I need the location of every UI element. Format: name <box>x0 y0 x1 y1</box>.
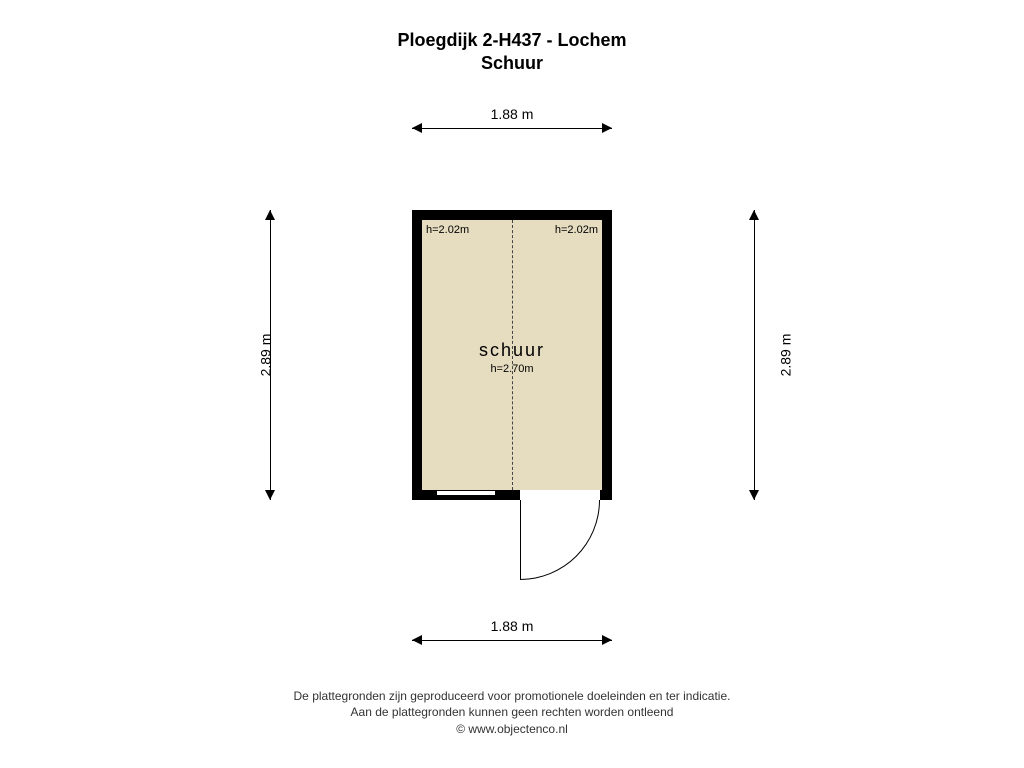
arrow-down-icon <box>749 490 759 500</box>
dimension-bottom: 1.88 m <box>412 620 612 660</box>
dimension-left: 2.89 m <box>250 210 290 500</box>
window-sill <box>436 490 496 496</box>
arrow-down-icon <box>265 490 275 500</box>
page-subtitle: Schuur <box>0 53 1024 74</box>
dimension-right: 2.89 m <box>734 210 774 500</box>
dimension-line <box>754 210 755 500</box>
dimension-top: 1.88 m <box>412 108 612 148</box>
arrow-left-icon <box>412 635 422 645</box>
page-title: Ploegdijk 2-H437 - Lochem <box>0 30 1024 51</box>
header: Ploegdijk 2-H437 - Lochem Schuur <box>0 30 1024 74</box>
dimension-right-label: 2.89 m <box>777 334 793 377</box>
arrow-right-icon <box>602 123 612 133</box>
footer: De plattegronden zijn geproduceerd voor … <box>0 688 1024 738</box>
door-leaf <box>520 500 521 580</box>
floorplan-page: Ploegdijk 2-H437 - Lochem Schuur 1.88 m … <box>0 0 1024 768</box>
dimension-line <box>412 128 612 129</box>
arrow-left-icon <box>412 123 422 133</box>
room-name: schuur <box>412 340 612 361</box>
arrow-right-icon <box>602 635 612 645</box>
door-swing <box>520 500 600 580</box>
arrow-up-icon <box>265 210 275 220</box>
door-arc <box>520 500 600 580</box>
footer-line3: © www.objectenco.nl <box>0 721 1024 738</box>
dimension-line <box>412 640 612 641</box>
footer-line1: De plattegronden zijn geproduceerd voor … <box>0 688 1024 705</box>
room-height: h=2.70m <box>412 363 612 375</box>
eave-height-left: h=2.02m <box>426 224 469 236</box>
floorplan: h=2.02m h=2.02m schuur h=2.70m <box>412 210 612 500</box>
eave-height-right: h=2.02m <box>555 224 598 236</box>
dimension-bottom-label: 1.88 m <box>412 618 612 634</box>
dimension-left-label: 2.89 m <box>257 334 273 377</box>
dimension-top-label: 1.88 m <box>412 106 612 122</box>
footer-line2: Aan de plattegronden kunnen geen rechten… <box>0 704 1024 721</box>
room-label: schuur h=2.70m <box>412 340 612 375</box>
arrow-up-icon <box>749 210 759 220</box>
